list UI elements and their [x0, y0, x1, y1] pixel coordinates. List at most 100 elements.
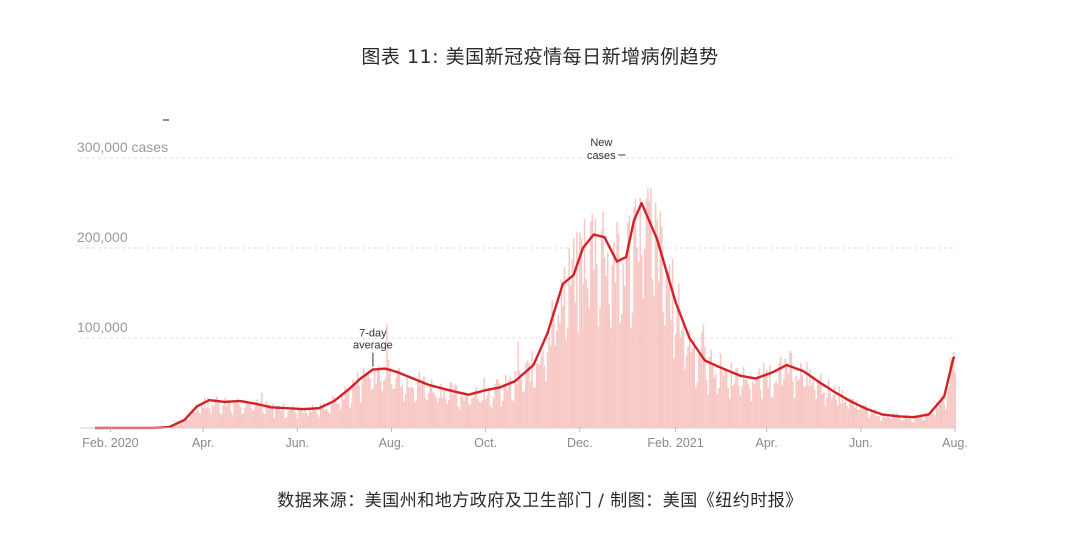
daily-case-bar	[625, 256, 628, 428]
daily-case-bar	[216, 396, 218, 428]
daily-case-bar	[801, 375, 804, 428]
daily-case-bar	[613, 241, 615, 428]
x-tick-label: Jun.	[849, 436, 873, 450]
daily-case-bar	[244, 407, 246, 428]
daily-case-bar	[457, 406, 459, 428]
x-tick-label: Dec.	[567, 436, 593, 450]
daily-case-bar	[749, 388, 751, 428]
daily-case-bar	[948, 386, 950, 428]
daily-case-bar	[188, 420, 191, 428]
daily-case-bar	[877, 415, 879, 428]
daily-case-bar	[813, 389, 816, 428]
daily-case-bar	[251, 410, 254, 428]
daily-case-bar	[349, 407, 351, 428]
daily-case-bar	[395, 377, 397, 428]
daily-case-bar	[359, 403, 362, 428]
daily-case-bar	[908, 419, 910, 428]
daily-case-bar	[671, 259, 674, 428]
daily-case-bar	[881, 417, 884, 428]
daily-case-bar	[332, 396, 334, 428]
daily-case-bar	[904, 418, 907, 428]
daily-case-bar	[854, 407, 856, 428]
daily-case-bar	[267, 404, 269, 428]
daily-case-bar	[409, 387, 411, 428]
daily-case-bar	[410, 386, 413, 428]
daily-case-bar	[569, 285, 572, 428]
daily-case-bar	[943, 404, 946, 428]
daily-case-bar	[241, 414, 243, 428]
daily-case-bar	[202, 407, 204, 428]
daily-case-bar	[224, 398, 226, 428]
daily-case-bar	[603, 256, 606, 428]
daily-case-bar	[857, 409, 859, 428]
daily-case-bar	[407, 387, 410, 428]
daily-case-bar	[883, 415, 885, 428]
daily-case-bar	[341, 393, 343, 428]
daily-case-bar	[886, 414, 888, 428]
seven-day-average-layer	[95, 201, 955, 430]
daily-case-bar	[270, 407, 272, 428]
daily-case-bar	[739, 395, 742, 428]
daily-case-bar	[662, 312, 665, 428]
daily-case-bar	[321, 408, 323, 428]
daily-case-bar	[322, 402, 325, 428]
daily-case-bar	[389, 367, 391, 428]
daily-case-bar	[906, 414, 909, 428]
daily-case-bar	[196, 405, 198, 428]
daily-case-bar	[310, 412, 313, 428]
daily-case-bar	[327, 411, 330, 428]
daily-case-bar	[339, 408, 342, 428]
daily-case-bar	[278, 405, 280, 428]
daily-cases-bars	[156, 188, 956, 428]
daily-case-bar	[946, 392, 949, 428]
daily-case-bar	[290, 407, 292, 428]
daily-case-bar	[787, 373, 790, 428]
daily-case-bar	[437, 402, 439, 428]
daily-case-bar	[491, 407, 493, 428]
daily-case-bar	[204, 397, 206, 428]
daily-case-bar	[758, 368, 760, 428]
daily-case-bar	[548, 337, 550, 428]
daily-case-bar	[295, 412, 297, 428]
daily-case-bar	[492, 397, 495, 428]
daily-case-bar	[701, 332, 703, 428]
daily-case-bar	[539, 364, 541, 428]
daily-case-bar	[690, 351, 692, 428]
daily-case-bar	[247, 401, 249, 428]
daily-case-bar	[475, 386, 478, 428]
daily-case-bar	[335, 402, 337, 428]
daily-case-bar	[356, 372, 359, 428]
daily-case-bar	[259, 401, 262, 428]
daily-case-bar	[654, 202, 657, 428]
daily-case-bar	[566, 328, 569, 428]
daily-case-bar	[545, 381, 547, 428]
daily-case-bar	[485, 399, 487, 428]
daily-case-bar	[464, 396, 467, 428]
daily-case-bar	[888, 417, 890, 428]
daily-case-bar	[762, 362, 765, 428]
daily-case-bar	[789, 350, 791, 428]
daily-case-bar	[755, 379, 757, 428]
daily-case-bar	[556, 330, 558, 428]
daily-case-bar	[849, 397, 851, 428]
daily-case-bar	[891, 419, 893, 428]
daily-case-bar	[730, 362, 733, 428]
daily-case-bar	[764, 376, 766, 428]
daily-case-bar	[559, 322, 561, 428]
daily-case-bar	[549, 345, 552, 428]
daily-case-bar	[211, 405, 214, 428]
daily-case-bar	[676, 307, 678, 428]
x-tick-label: Aug.	[379, 436, 405, 450]
daily-case-bar	[571, 259, 573, 428]
daily-case-bar	[444, 398, 447, 428]
daily-case-bar	[599, 307, 601, 428]
daily-case-bar	[779, 356, 782, 428]
daily-case-bar	[474, 390, 476, 428]
daily-case-bar	[702, 324, 705, 428]
daily-case-bar	[892, 412, 895, 428]
daily-case-bar	[895, 413, 898, 428]
daily-case-bar	[463, 400, 465, 428]
daily-case-bar	[858, 410, 861, 428]
daily-case-bar	[832, 395, 834, 428]
